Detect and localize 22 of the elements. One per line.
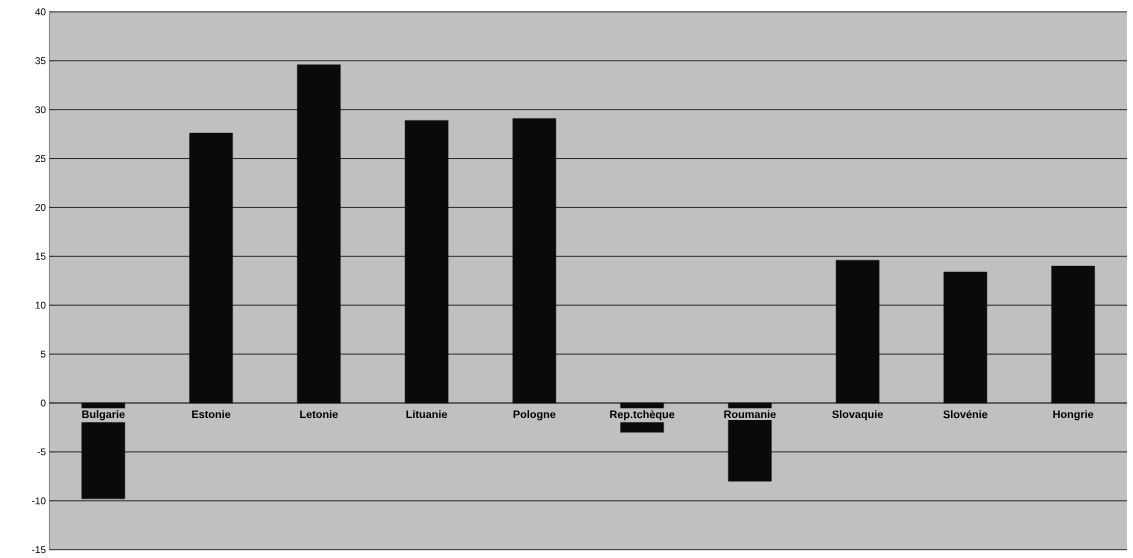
- x-tick-label: Slovénie: [943, 410, 988, 419]
- y-tick-label: 10: [35, 301, 46, 309]
- y-tick-label: -5: [37, 448, 46, 456]
- y-tick-label: 40: [35, 8, 46, 16]
- y-tick-label: 15: [35, 253, 46, 260]
- y-tick-label: 35: [35, 57, 46, 65]
- y-tick-label: 20: [35, 204, 46, 212]
- y-tick-label: 5: [40, 350, 46, 358]
- y-tick-label: 25: [35, 155, 46, 163]
- y-tick-label: -15: [32, 546, 46, 554]
- y-tick-label: -10: [32, 497, 46, 505]
- y-tick-label: 30: [35, 106, 46, 114]
- x-tick-label: Hongrie: [1053, 410, 1094, 421]
- x-tick-label: Estonie: [192, 410, 231, 419]
- x-tick-label: Letonie: [300, 410, 338, 419]
- x-tick-label: Rep.tchèque: [610, 410, 675, 421]
- x-tick-label: Roumanie: [724, 410, 776, 419]
- y-tick-label: 0: [40, 399, 46, 407]
- x-tick-label: Lituanie: [406, 410, 448, 419]
- x-tick-label: Bulgarie: [82, 410, 125, 421]
- x-tick-label: Slovaquie: [832, 410, 883, 421]
- x-tick-label: Pologne: [513, 410, 556, 421]
